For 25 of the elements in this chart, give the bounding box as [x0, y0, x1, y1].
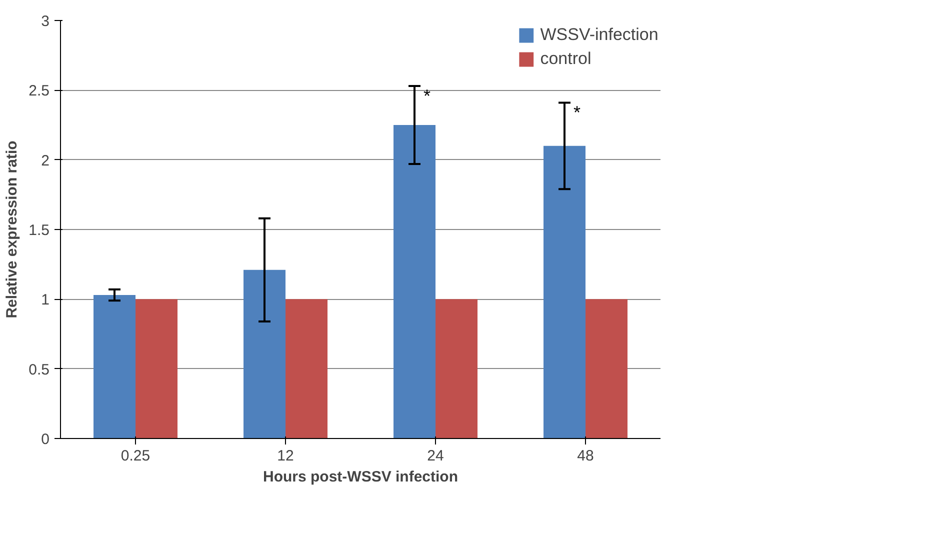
bar [586, 299, 628, 438]
bar [436, 299, 478, 438]
bar [394, 125, 436, 438]
y-tick-label: 0 [41, 431, 50, 448]
y-tick-label: 2 [41, 152, 50, 170]
bar [136, 299, 178, 438]
legend-label: WSSV-infection [540, 25, 658, 45]
y-tick-label: 1.5 [28, 222, 50, 239]
y-axis-title: Relative expression ratio [4, 140, 21, 318]
bar [94, 294, 136, 438]
bar [244, 270, 286, 438]
y-tick-label: 0.5 [28, 361, 50, 378]
legend-label: control [540, 49, 592, 69]
annotation: * [424, 86, 431, 106]
x-tick-label: 0.25 [120, 448, 150, 464]
annotation: * [574, 102, 581, 123]
x-tick-label: 24 [427, 448, 444, 464]
bar [544, 146, 586, 438]
x-tick-label: 48 [577, 448, 594, 464]
x-axis-title: Hours post-WSSV infection [263, 468, 458, 486]
bar [286, 299, 328, 438]
y-tick-label: 2.5 [28, 82, 50, 100]
y-tick-label: 1 [41, 292, 50, 309]
y-tick-label: 3 [41, 13, 50, 30]
x-tick-label: 12 [277, 448, 294, 464]
